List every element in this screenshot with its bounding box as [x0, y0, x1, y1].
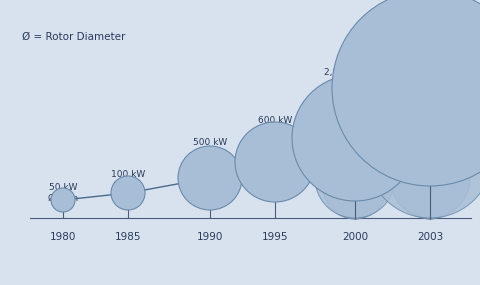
- Text: 600 kW
Ø 50m: 600 kW Ø 50m: [257, 116, 291, 136]
- Text: 1985: 1985: [115, 232, 141, 242]
- Circle shape: [412, 185, 446, 219]
- Circle shape: [417, 194, 441, 218]
- Circle shape: [51, 188, 75, 212]
- Circle shape: [178, 146, 241, 210]
- Text: 1980: 1980: [50, 232, 76, 242]
- Text: 2000: 2000: [341, 232, 367, 242]
- Circle shape: [323, 155, 386, 219]
- Circle shape: [389, 138, 469, 218]
- Text: 2,000 kW
Ø 80m: 2,000 kW Ø 80m: [323, 68, 366, 88]
- Text: 5,000 kW
Ø 124m: 5,000 kW Ø 124m: [408, 10, 450, 30]
- Text: 1995: 1995: [261, 232, 288, 242]
- Text: 50 kW
Ø 15m: 50 kW Ø 15m: [48, 183, 78, 203]
- Circle shape: [397, 155, 461, 219]
- Circle shape: [111, 176, 144, 210]
- Text: 100 kW
Ø 20m: 100 kW Ø 20m: [111, 170, 145, 190]
- Text: Ø = Rotor Diameter: Ø = Rotor Diameter: [22, 32, 125, 42]
- Circle shape: [331, 0, 480, 186]
- Circle shape: [235, 122, 314, 202]
- Circle shape: [366, 92, 480, 218]
- Circle shape: [314, 138, 394, 218]
- Text: 2003: 2003: [416, 232, 442, 242]
- Text: 1990: 1990: [196, 232, 223, 242]
- Circle shape: [291, 75, 417, 201]
- Circle shape: [337, 185, 371, 219]
- Circle shape: [342, 194, 366, 218]
- Text: 500 kW
Ø 40m: 500 kW Ø 40m: [192, 138, 227, 158]
